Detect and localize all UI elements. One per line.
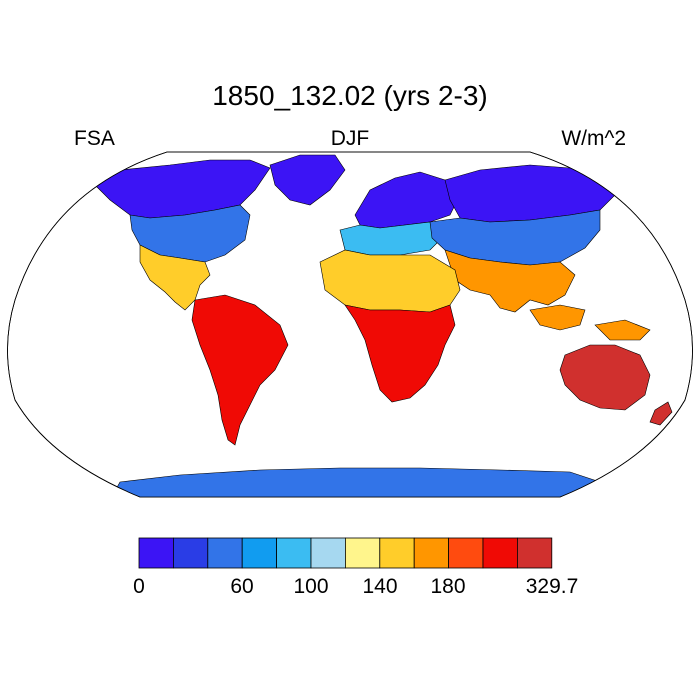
land-layer [94, 154, 673, 497]
colorbar [138, 537, 553, 569]
colorbar-tick-label: 100 [293, 575, 329, 598]
map-title: 1850_132.02 (yrs 2-3) [212, 80, 488, 111]
season-label: DJF [330, 127, 370, 150]
greenland [269, 154, 346, 206]
colorbar-swatch [413, 537, 450, 569]
colorbar-swatch [310, 537, 346, 569]
colorbar-tick-label: 180 [430, 575, 466, 598]
colorbar-swatch [172, 537, 209, 569]
colorbar-swatch [517, 537, 553, 569]
colorbar-swatch [138, 537, 174, 569]
south-america [191, 294, 289, 446]
map-outline-stroke [7, 151, 693, 498]
colorbar-tick-label: 0 [133, 575, 145, 598]
antarctica [109, 467, 601, 497]
europe-south [339, 221, 446, 256]
colorbar-swatch [276, 537, 312, 569]
colorbar-tick-label: 60 [230, 575, 254, 598]
colorbar-swatch [482, 537, 518, 569]
colorbar-swatch [344, 537, 381, 569]
colorbar-swatch [379, 537, 415, 569]
new-guinea [594, 319, 651, 341]
colorbar-tick-label: 140 [362, 575, 398, 598]
colorbar-swatch [207, 537, 243, 569]
maritime-continent [529, 304, 586, 331]
units-label: W/m^2 [561, 127, 626, 150]
australia [559, 344, 651, 411]
south-africa [344, 304, 456, 403]
asia-south [444, 249, 576, 313]
colorbar-swatch [241, 537, 277, 569]
colorbar-tick-label: 329.7 [525, 575, 579, 598]
variable-label: FSA [74, 127, 115, 150]
colorbar-swatch [448, 537, 484, 569]
new-zealand [649, 401, 673, 426]
